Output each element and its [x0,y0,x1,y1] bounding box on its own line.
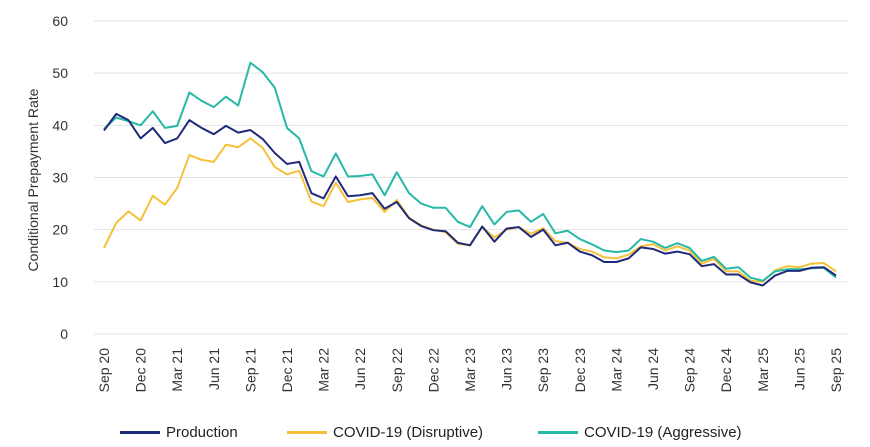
x-tick-label: Mar 25 [755,348,771,392]
x-tick-label: Mar 23 [462,348,478,392]
x-tick-label: Sep 22 [389,348,405,393]
series-line-covid-19-aggressive [103,61,837,282]
legend-swatch [120,431,160,434]
x-tick-label: Mar 24 [608,348,624,392]
x-tick-label: Sep 25 [828,348,844,393]
x-tick-label: Sep 23 [535,348,551,393]
x-tick-label: Dec 20 [133,348,149,393]
x-tick-label: Sep 21 [242,348,258,393]
x-axis-ticks: Sep 20 Dec 20 Mar 21 Jun 21 Sep 21 Dec 21 Mar … [96,348,844,393]
y-tick-label: 50 [52,65,68,81]
legend-label: COVID-19 (Disruptive) [333,424,484,441]
x-tick-label: Jun 23 [499,348,515,390]
y-tick-label: 40 [52,117,68,133]
y-tick-label: 0 [60,326,68,342]
legend-label: COVID-19 (Aggressive) [584,424,742,441]
y-axis-title: Conditional Prepayment Rate [25,88,41,271]
y-tick-label: 20 [52,222,68,238]
legend-swatch [287,431,327,434]
x-tick-label: Dec 24 [718,348,734,393]
x-tick-label: Jun 25 [791,348,807,390]
x-tick-label: Jun 21 [206,348,222,390]
legend: Production COVID-19 (Disruptive) COVID-19 … [0,424,870,446]
x-tick-label: Jun 24 [645,348,661,390]
y-tick-label: 60 [52,13,68,29]
y-tick-label: 10 [52,274,68,290]
legend-item: COVID-19 (Disruptive) [287,424,483,441]
x-tick-label: Dec 23 [572,348,588,393]
y-tick-label: 30 [52,170,68,186]
x-tick-label: Dec 21 [279,348,295,393]
y-axis-ticks: 0 10 20 30 40 50 60 [52,13,68,342]
series-line-covid-19-disruptive [103,137,837,283]
gridlines [94,20,848,335]
x-tick-label: Jun 22 [352,348,368,390]
legend-item: Production [120,424,238,441]
x-tick-label: Mar 21 [169,348,185,392]
x-tick-label: Dec 22 [425,348,441,393]
x-tick-label: Mar 22 [316,348,332,392]
x-tick-label: Sep 20 [96,348,112,393]
x-tick-label: Sep 24 [682,348,698,393]
legend-label: Production [166,424,238,441]
legend-item: COVID-19 (Aggressive) [538,424,742,441]
series-line-production [103,112,837,287]
series-lines [103,61,837,287]
legend-swatch [538,431,578,434]
